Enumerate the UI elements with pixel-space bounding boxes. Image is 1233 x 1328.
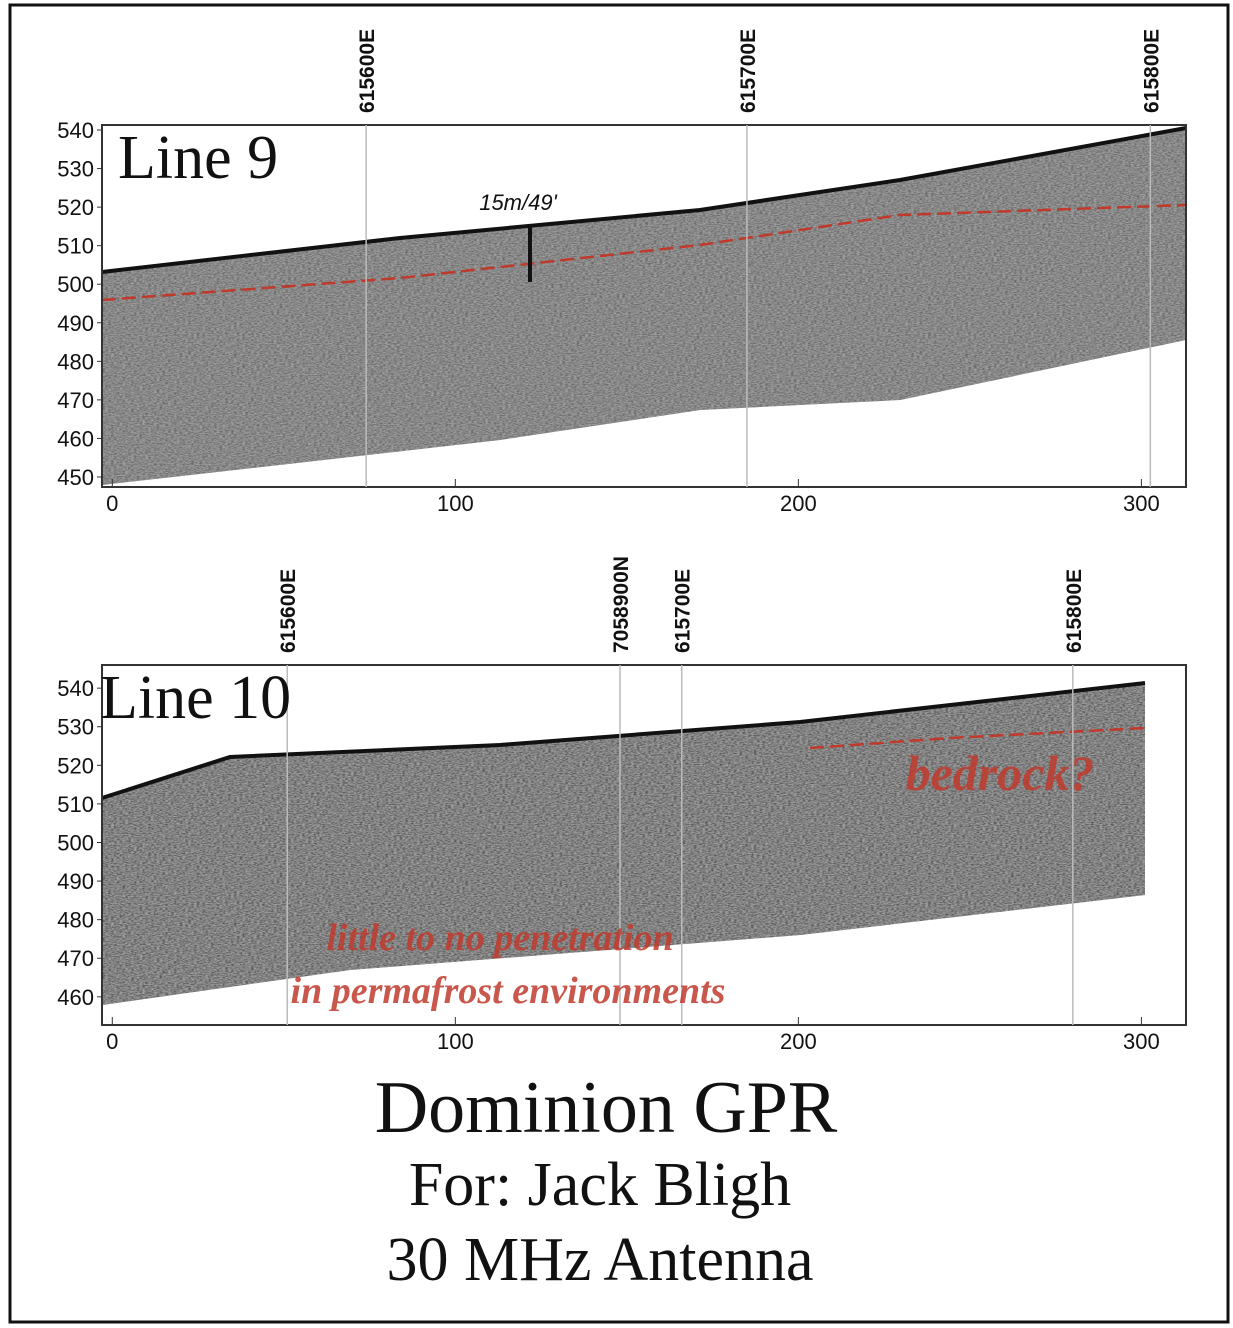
radar-section bbox=[102, 128, 1186, 485]
y-tick-label: 470 bbox=[57, 388, 94, 413]
x-tick-label: 200 bbox=[780, 1029, 817, 1054]
panel-title: Line 10 bbox=[100, 664, 291, 732]
x-tick-label: 100 bbox=[437, 1029, 474, 1054]
y-tick-label: 460 bbox=[57, 426, 94, 451]
surface-reflector bbox=[101, 126, 1187, 274]
y-tick-label: 480 bbox=[57, 349, 94, 374]
radar-section bbox=[102, 683, 1145, 1005]
y-tick-label: 510 bbox=[57, 234, 94, 259]
red-horizon bbox=[101, 203, 1187, 302]
annotation: bedrock? bbox=[906, 745, 1095, 801]
utm-label: 615700E bbox=[737, 29, 760, 113]
y-tick-label: 490 bbox=[57, 311, 94, 336]
utm-label: 615800E bbox=[1063, 569, 1086, 653]
utm-label: 615600E bbox=[277, 569, 300, 653]
utm-label: 7058900N bbox=[610, 556, 633, 653]
y-tick-label: 450 bbox=[57, 465, 94, 490]
y-tick-label: 500 bbox=[57, 830, 94, 855]
annotation: little to no penetration bbox=[326, 917, 673, 959]
y-tick-label: 520 bbox=[57, 753, 94, 778]
x-tick-label: 100 bbox=[437, 491, 474, 516]
frame bbox=[8, 3, 1230, 1324]
y-tick-label: 530 bbox=[57, 715, 94, 740]
utm-label: 615800E bbox=[1140, 29, 1163, 113]
plot-frame bbox=[101, 664, 1187, 1026]
y-tick-label: 480 bbox=[57, 908, 94, 933]
plot-frame bbox=[101, 124, 1187, 488]
panel-title: Line 9 bbox=[118, 124, 278, 192]
caption-title: Dominion GPR bbox=[375, 1067, 838, 1149]
x-tick-label: 300 bbox=[1123, 1029, 1160, 1054]
x-tick-label: 200 bbox=[780, 491, 817, 516]
caption-antenna: 30 MHz Antenna bbox=[386, 1226, 813, 1294]
annotation: in permafrost environments bbox=[291, 970, 726, 1012]
caption-client: For: Jack Bligh bbox=[409, 1151, 791, 1219]
y-tick-label: 490 bbox=[57, 869, 94, 894]
y-tick-label: 540 bbox=[57, 118, 94, 143]
x-tick-label: 0 bbox=[106, 491, 118, 516]
utm-label: 615700E bbox=[672, 569, 695, 653]
annotation: 15m/49' bbox=[479, 190, 557, 215]
y-tick-label: 540 bbox=[57, 676, 94, 701]
y-tick-label: 500 bbox=[57, 272, 94, 297]
y-tick-label: 530 bbox=[57, 157, 94, 182]
y-tick-label: 510 bbox=[57, 792, 94, 817]
utm-label: 615600E bbox=[356, 29, 379, 113]
y-tick-label: 520 bbox=[57, 195, 94, 220]
x-tick-label: 300 bbox=[1123, 491, 1160, 516]
y-tick-label: 470 bbox=[57, 946, 94, 971]
y-tick-label: 460 bbox=[57, 985, 94, 1010]
x-tick-label: 0 bbox=[106, 1029, 118, 1054]
surface-reflector bbox=[101, 681, 1146, 800]
red-horizon bbox=[809, 726, 1146, 750]
